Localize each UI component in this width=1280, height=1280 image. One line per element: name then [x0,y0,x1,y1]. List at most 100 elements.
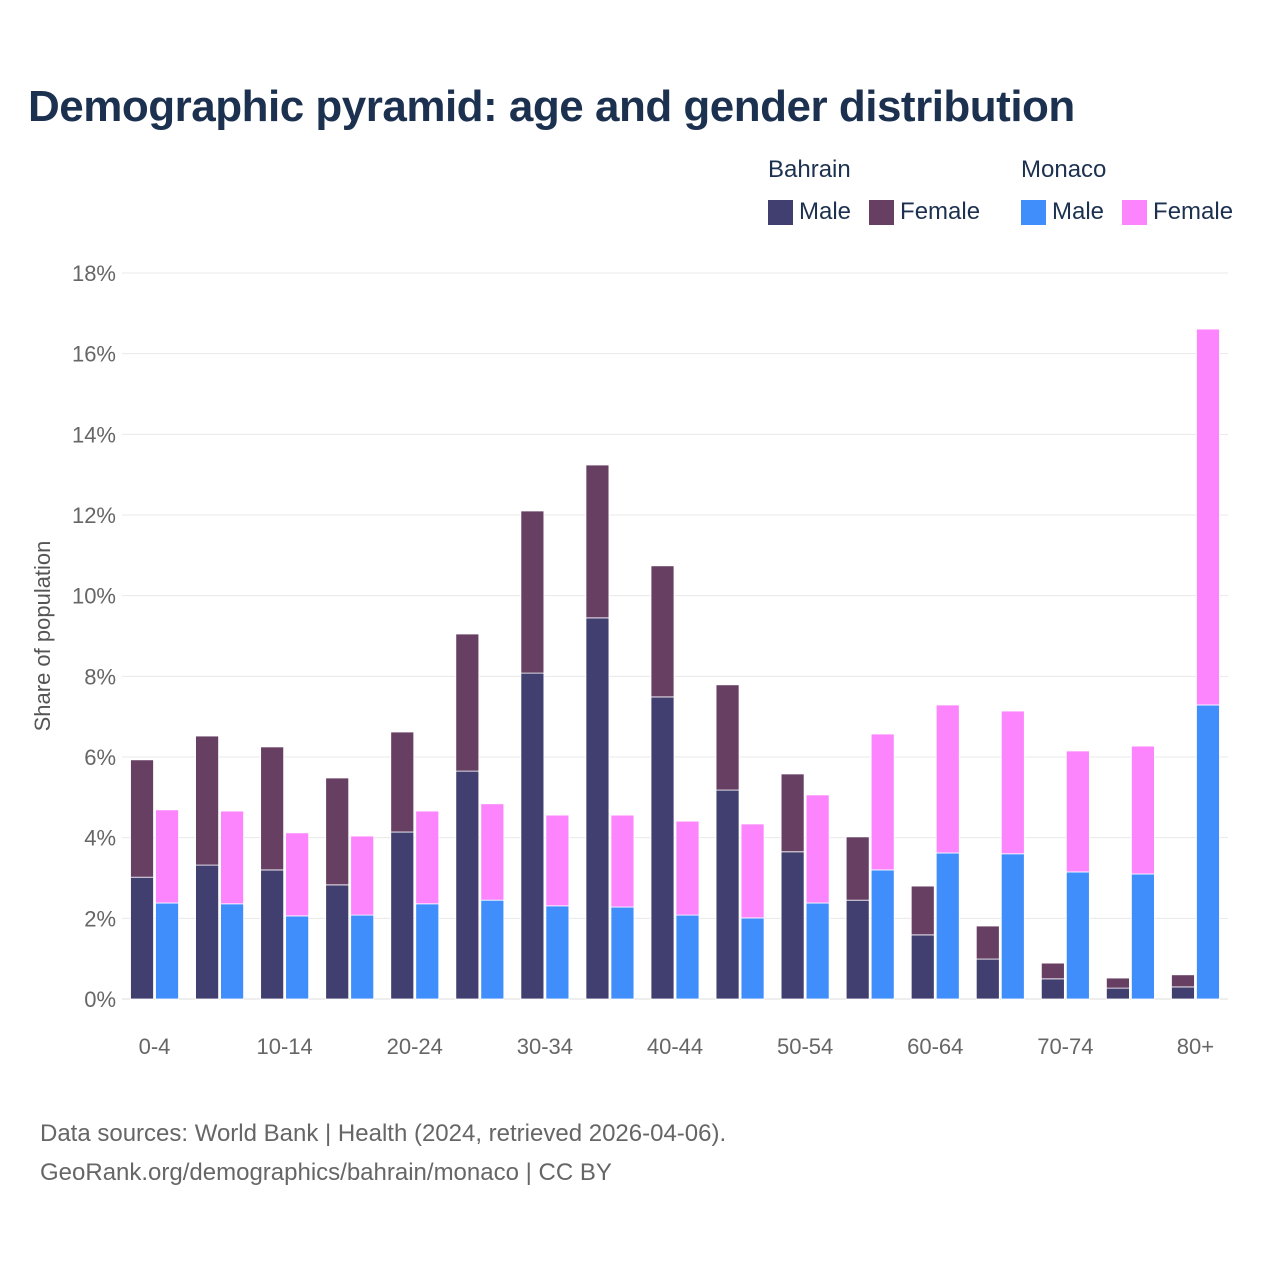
bar-monaco-male [350,914,375,1000]
bar-bahrain-male [455,770,480,1000]
y-tick-label: 0% [84,987,116,1012]
bar-bahrain-male [130,876,154,1000]
bar-bahrain-male [975,958,1000,1000]
bar-bahrain-female [910,885,935,936]
legend-item-monaco-male[interactable]: Male [1021,198,1104,226]
bar-monaco-male [415,903,440,1000]
y-axis-label: Share of population [30,541,55,732]
bar-monaco-female [1196,328,1220,706]
bar-bahrain-male [845,899,870,1000]
bar-monaco-female [285,832,310,917]
bar-monaco-male [480,899,505,1000]
legend-label: Male [799,198,852,225]
source-line: Data sources: World Bank | Health (2024,… [40,1120,727,1147]
bar-monaco-male [1196,704,1220,1000]
bar-bahrain-male [1040,978,1065,1000]
bar-bahrain-female [1106,977,1130,989]
bar-bahrain-male [1171,986,1195,1000]
bar-monaco-female [480,803,505,901]
bar-bahrain-male [520,672,545,1000]
legend-group-title: Monaco [1021,156,1107,183]
x-tick-label: 40-44 [647,1034,703,1059]
bar-bahrain-male [780,851,805,1000]
x-tick-label: 50-54 [777,1034,833,1059]
bar-monaco-female [415,810,440,905]
bar-monaco-female [610,814,635,908]
x-tick-label: 60-64 [907,1034,963,1059]
bar-bahrain-female [845,836,870,901]
x-tick-label: 80+ [1177,1034,1214,1059]
source-url[interactable]: GeoRank.org/demographics/bahrain/monaco … [40,1159,612,1186]
bar-bahrain-female [650,565,675,698]
legend-swatch [768,199,793,225]
bar-monaco-male [155,902,179,1000]
bar-bahrain-male [910,934,935,1000]
legend-swatch [869,199,895,225]
legend-group-bahrain: Bahrain Male Female [768,156,980,226]
legend-group-title: Bahrain [768,156,851,183]
bar-monaco-female [675,820,700,916]
y-tick-label: 14% [72,422,116,447]
legend-item-bahrain-male[interactable]: Male [768,198,851,226]
bar-bahrain-male [715,789,740,1000]
bar-bahrain-male [260,869,285,1000]
y-tick-label: 16% [72,342,116,367]
bar-monaco-male [740,917,765,1000]
legend-label: Female [900,198,981,225]
bar-bahrain-male [390,831,415,1000]
legend-swatch [1122,199,1148,225]
bar-bahrain-male [650,696,675,1000]
bar-bahrain-female [1040,962,1065,980]
bar-bahrain-female [390,731,415,833]
source-note: Data sources: World Bank | Health (2024,… [40,1114,726,1192]
bar-monaco-male [1131,873,1155,1000]
x-tick-label: 20-24 [387,1034,443,1059]
bar-monaco-female [350,835,375,916]
bar-monaco-female [545,814,570,907]
legend-item-bahrain-female[interactable]: Female [869,198,980,226]
x-tick-label: 30-34 [517,1034,573,1059]
bar-monaco-male [870,869,895,1000]
bar-monaco-male [1000,853,1025,1000]
x-tick-label: 10-14 [257,1034,313,1059]
legend-item-monaco-female[interactable]: Female [1122,198,1233,226]
bar-monaco-male [675,914,700,1000]
bar-bahrain-female [260,746,285,871]
bar-bahrain-female [325,777,350,886]
bar-monaco-male [610,906,635,1000]
y-tick-label: 10% [72,584,116,609]
bar-bahrain-female [975,925,1000,960]
bar-bahrain-female [130,759,154,878]
bar-bahrain-female [1171,974,1195,988]
bar-monaco-female [805,794,830,904]
bar-bahrain-female [715,684,740,791]
bar-monaco-female [935,704,960,854]
bar-bahrain-female [455,633,480,772]
bar-bahrain-female [195,735,219,866]
y-tick-label: 2% [84,906,116,931]
bar-bahrain-male [325,884,350,1000]
bar-monaco-male [1065,871,1090,1000]
bar-bahrain-female [520,510,545,674]
bar-monaco-female [220,810,244,905]
y-tick-label: 4% [84,826,116,851]
bar-monaco-male [220,903,244,1000]
bar-bahrain-male [195,864,219,1000]
bar-bahrain-male [1106,987,1130,1000]
bar-monaco-male [545,905,570,1000]
x-tick-label: 70-74 [1037,1034,1093,1059]
bar-monaco-female [155,809,179,904]
y-tick-label: 8% [84,664,116,689]
bar-monaco-female [870,733,895,871]
legend-group-monaco: Monaco Male Female [1021,156,1233,226]
legend-label: Female [1153,198,1234,225]
bar-monaco-female [1065,750,1090,873]
x-tick-label: 0-4 [139,1034,171,1059]
bar-monaco-female [1000,710,1025,855]
bar-bahrain-female [585,464,610,619]
legend-label: Male [1052,198,1105,225]
bar-monaco-male [805,902,830,1000]
legend-swatch [1021,199,1046,225]
bar-bahrain-male [585,617,610,1000]
